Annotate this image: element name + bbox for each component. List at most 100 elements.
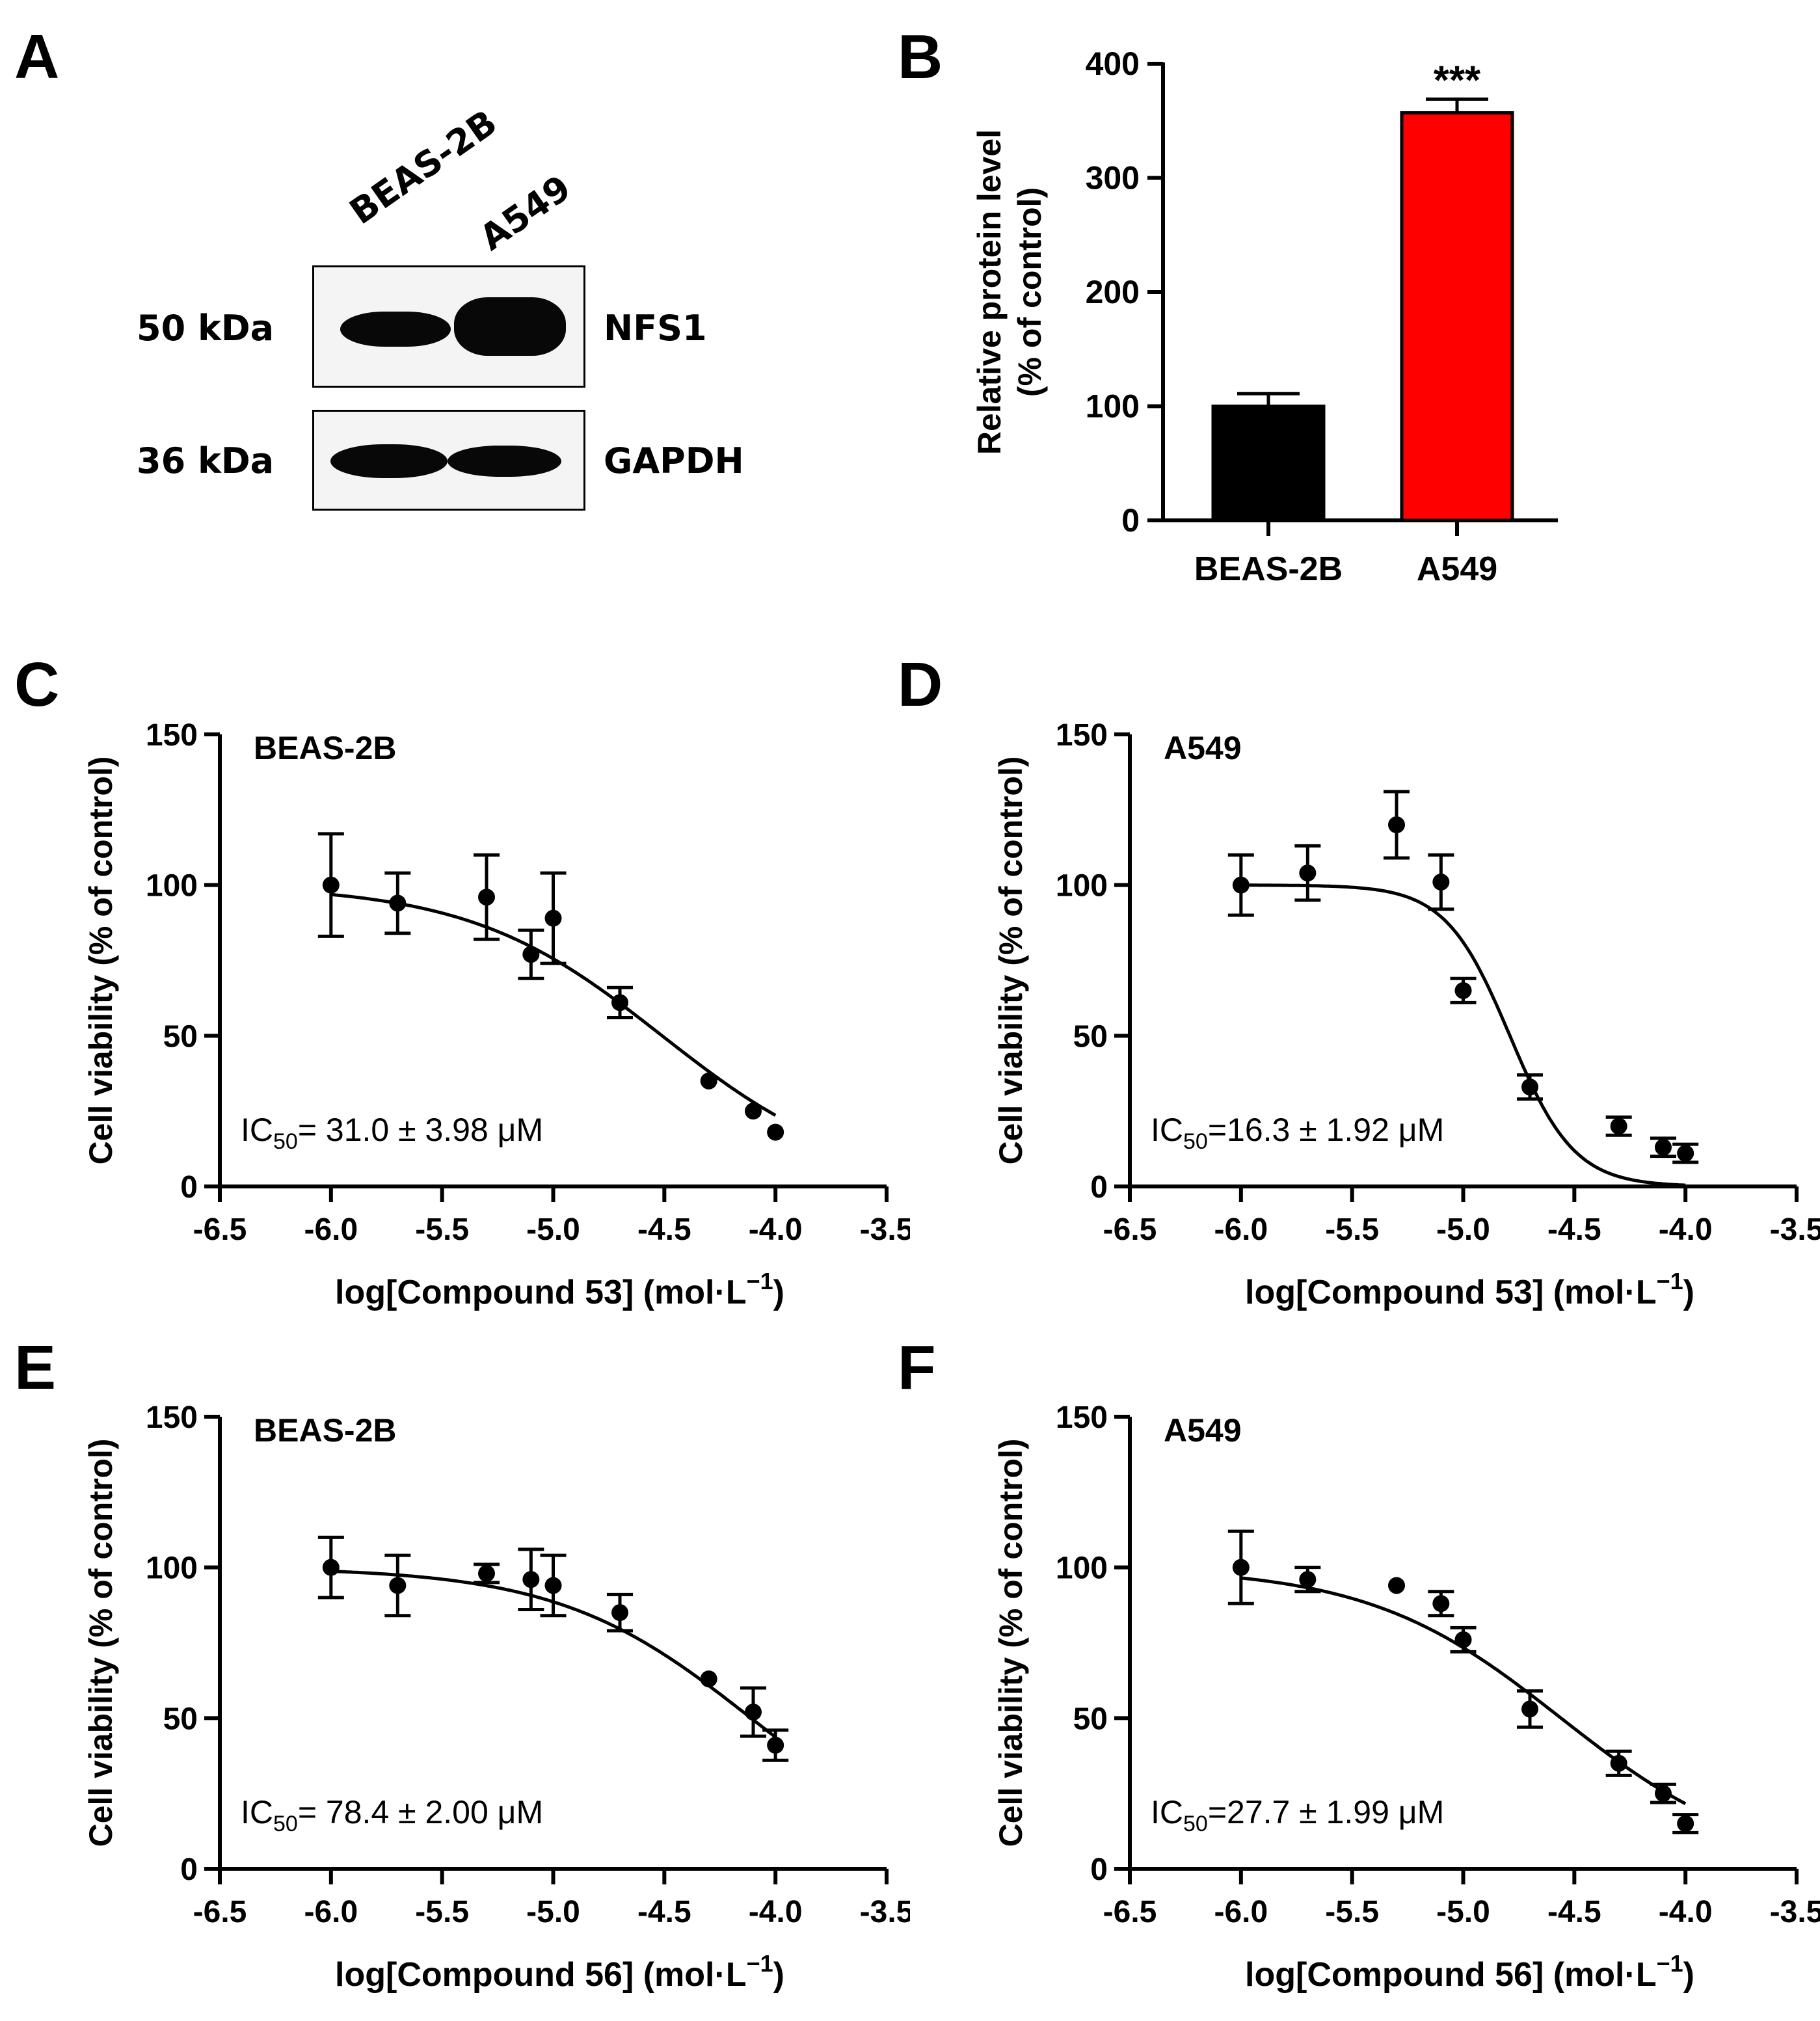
x-tick-label: -6.0	[1214, 1212, 1268, 1247]
data-point	[767, 1123, 784, 1141]
x-tick-label: -5.5	[415, 1212, 469, 1247]
y-axis-label-line2: (% of control)	[1011, 187, 1048, 397]
data-point	[745, 1704, 762, 1721]
x-tick-label: -4.0	[749, 1212, 803, 1247]
y-tick-label: 150	[146, 1400, 198, 1435]
x-tick-label: -4.0	[1659, 1895, 1713, 1929]
band-nfs1-beas2b	[340, 312, 451, 347]
panel-label-b: B	[898, 22, 943, 92]
x-tick-label: -6.0	[304, 1895, 358, 1929]
blot-box-nfs1	[312, 265, 585, 388]
data-point	[1655, 1785, 1672, 1802]
band-gapdh-a549	[448, 446, 561, 477]
ic50-annotation: IC50=16.3 ± 1.92 μM	[1151, 1112, 1444, 1154]
data-point	[1388, 1577, 1405, 1594]
y-tick-label: 200	[1086, 274, 1140, 310]
data-point	[1521, 1078, 1538, 1096]
data-point	[1432, 1595, 1450, 1613]
y-tick-label: 100	[1056, 1551, 1108, 1586]
x-axis-label: log[Compound 56] (mol·L−1)	[335, 1950, 784, 1994]
data-point	[478, 1564, 495, 1582]
x-tick-label: -5.5	[1325, 1212, 1379, 1247]
x-tick-label: -6.5	[1103, 1212, 1157, 1247]
data-point	[611, 1604, 628, 1622]
x-tick-label: -6.5	[193, 1212, 247, 1247]
data-point	[1299, 864, 1317, 882]
x-tick-label: -4.0	[1659, 1212, 1713, 1247]
x-tick-label: A549	[1417, 550, 1497, 588]
y-axis-label: Cell viability (% of control)	[993, 1439, 1029, 1847]
data-point	[1610, 1754, 1627, 1772]
y-tick-label: 400	[1086, 46, 1140, 82]
y-tick-label: 300	[1086, 160, 1140, 196]
bar-chart-protein-level: 0 100 200 300 400 BEAS-2B A549 *** Relative prot…	[971, 46, 1558, 588]
panel-label-e: E	[14, 1333, 57, 1402]
y-tick-label: 50	[1073, 1702, 1108, 1736]
panel-label-c: C	[14, 650, 60, 719]
cell-line-label: A549	[1164, 730, 1242, 766]
data-point	[322, 876, 340, 894]
cell-line-label: A549	[1164, 1412, 1242, 1449]
data-point	[611, 994, 628, 1011]
y-tick-label: 0	[1121, 502, 1140, 539]
x-tick-label: -5.0	[1436, 1212, 1490, 1247]
data-point	[1677, 1145, 1694, 1162]
x-tick-label: -5.5	[415, 1895, 469, 1929]
y-tick-label: 50	[163, 1019, 198, 1054]
size-label-nfs1: 50 kDa	[137, 308, 274, 349]
x-axis-label: log[Compound 53] (mol·L−1)	[1245, 1268, 1694, 1311]
y-tick-label: 50	[163, 1702, 198, 1736]
bar-a549	[1400, 111, 1514, 522]
x-tick-label: -3.5	[1770, 1895, 1820, 1929]
data-point	[522, 946, 540, 963]
dose-response-chart-e: 0 50 100 150 -6.5 -6.0 -5.5 -5.0 -4.5 -4.0 -3.5 BEA…	[83, 1400, 910, 1994]
x-tick-label: -5.0	[526, 1895, 580, 1929]
data-point	[767, 1737, 784, 1754]
dose-response-chart-d: 0 50 100 150 -6.5 -6.0 -5.5 -5.0 -4.5 -4.0 -3.5 A54…	[993, 718, 1820, 1311]
x-tick-label: -6.0	[1214, 1895, 1268, 1929]
panel-label-f: F	[898, 1333, 936, 1402]
y-tick-label: 0	[1090, 1170, 1108, 1205]
data-point	[1677, 1815, 1694, 1832]
size-label-gapdh: 36 kDa	[137, 440, 274, 481]
y-tick-label: 150	[146, 718, 198, 753]
x-tick-label: -4.5	[1547, 1895, 1601, 1929]
data-point	[700, 1670, 717, 1688]
y-tick-label: 100	[146, 1551, 198, 1586]
x-tick-label: BEAS-2B	[1194, 550, 1343, 588]
y-tick-label: 100	[1086, 388, 1140, 425]
dose-response-chart-c: 0 50 100 150 -6.5 -6.0 -5.5 -5.0 -4.5 -4.0 -3.5 BEA…	[83, 718, 910, 1311]
data-point	[522, 1571, 540, 1588]
data-point	[322, 1559, 340, 1576]
x-tick-label: -5.5	[1325, 1895, 1379, 1929]
x-tick-label: -3.5	[860, 1212, 910, 1247]
x-tick-label: -4.5	[637, 1212, 691, 1247]
y-tick-label: 0	[1090, 1853, 1108, 1887]
y-tick-label: 100	[1056, 869, 1108, 903]
data-point	[389, 1577, 407, 1594]
y-tick-label: 100	[146, 869, 198, 903]
blot-box-gapdh	[312, 410, 585, 511]
ic50-annotation: IC50= 31.0 ± 3.98 μM	[241, 1112, 543, 1154]
data-point	[700, 1072, 717, 1090]
data-point	[1432, 874, 1450, 891]
y-tick-label: 50	[1073, 1019, 1108, 1054]
significance-label: ***	[1434, 58, 1481, 103]
data-point	[1655, 1138, 1672, 1156]
data-point	[745, 1103, 762, 1120]
fit-curve	[1240, 883, 1686, 1187]
band-nfs1-a549	[454, 297, 566, 356]
y-axis-label-line1: Relative protein level	[971, 129, 1008, 455]
y-tick-label: 150	[1056, 718, 1108, 753]
cell-line-label: BEAS-2B	[254, 730, 396, 766]
x-axis-label: log[Compound 56] (mol·L−1)	[1245, 1950, 1694, 1994]
data-point	[544, 1577, 562, 1594]
protein-label-nfs1: NFS1	[604, 308, 707, 349]
x-tick-label: -4.5	[637, 1895, 691, 1929]
y-axis-label: Cell viability (% of control)	[83, 1439, 119, 1847]
y-tick-label: 0	[180, 1170, 198, 1205]
data-point	[478, 889, 495, 906]
y-tick-label: 0	[180, 1853, 198, 1887]
data-point	[1299, 1571, 1317, 1588]
x-tick-label: -5.0	[526, 1212, 580, 1247]
